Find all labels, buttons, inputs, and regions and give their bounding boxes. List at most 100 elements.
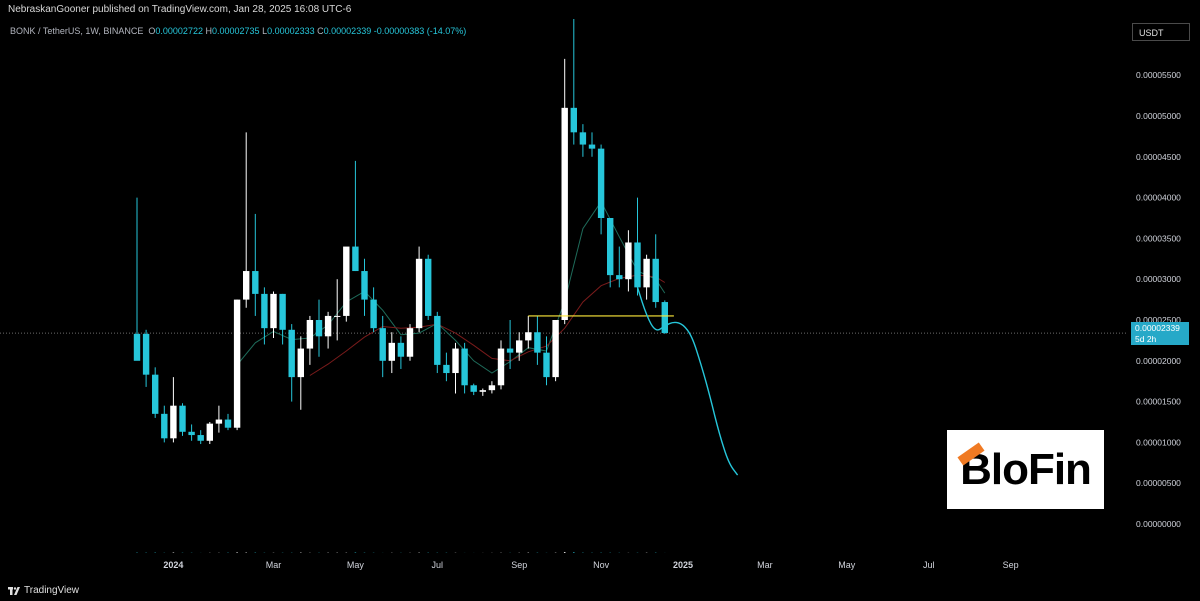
- candle-up: [233, 299, 241, 428]
- candle-down: [616, 275, 623, 280]
- candle-down: [279, 293, 286, 330]
- drawing-overlays: [528, 287, 739, 476]
- candle-up: [243, 271, 250, 300]
- candle-up: [497, 348, 505, 386]
- footer-brand[interactable]: TradingView: [24, 585, 80, 596]
- bar-countdown: 5d 2h: [1135, 334, 1157, 344]
- candle-up: [643, 258, 650, 288]
- candle-up: [306, 320, 314, 349]
- chart-area[interactable]: 0.00005500 0.00005000 0.00004500 0.00004000…: [0, 18, 1200, 581]
- candle-down: [361, 271, 368, 300]
- time-axis-label: Sep: [1003, 560, 1019, 570]
- candle-up: [324, 315, 332, 337]
- candle-down: [152, 374, 159, 414]
- candle-down: [543, 352, 550, 378]
- candle-down: [188, 431, 195, 436]
- candle-down: [133, 333, 141, 361]
- candle-up: [516, 340, 523, 353]
- candle-down: [506, 348, 514, 353]
- candle-up: [415, 258, 423, 329]
- candle-down: [570, 107, 577, 133]
- candle-down: [588, 144, 596, 149]
- open-value: 0.00002722: [155, 26, 203, 36]
- candle-up: [561, 107, 568, 320]
- price-axis-label: 0.00002000: [1136, 356, 1181, 366]
- candle-down: [142, 333, 150, 375]
- candle-down: [534, 332, 541, 353]
- candle-down: [224, 419, 232, 428]
- time-axis-label: Sep: [511, 560, 527, 570]
- volume-bar: [236, 552, 238, 553]
- candle-up: [388, 342, 395, 361]
- candle-down: [661, 302, 668, 334]
- price-axis-label: 0.00004000: [1136, 193, 1181, 203]
- low-label: L: [262, 26, 268, 36]
- candle-down: [197, 435, 204, 441]
- price-axis-label: 0.00001500: [1136, 397, 1181, 407]
- change-value: -0.00000383 (-14.07%): [373, 26, 467, 36]
- price-axis-label: 0.00005000: [1136, 111, 1181, 121]
- time-axis: 2024 Mar May Jul Sep Nov 2025 Mar May Jul Sep: [163, 560, 1018, 570]
- tradingview-logo-icon[interactable]: [8, 586, 20, 596]
- projection-curve: [636, 287, 739, 476]
- footer: TradingView: [0, 581, 1200, 601]
- time-axis-label: 2024: [163, 560, 183, 570]
- candle-up: [297, 348, 304, 378]
- candle-down: [579, 132, 587, 145]
- candle-down: [461, 348, 468, 386]
- candle-up: [270, 293, 277, 329]
- candle-up: [334, 315, 341, 317]
- candle-down: [597, 148, 605, 218]
- candle-up: [452, 348, 459, 374]
- time-axis-label: Mar: [266, 560, 282, 570]
- candle-down: [288, 329, 295, 378]
- candle-down: [179, 405, 186, 432]
- candle-down: [634, 242, 641, 288]
- ma-slow-line: [309, 274, 666, 376]
- open-label: O: [148, 26, 156, 36]
- candle-down: [315, 320, 323, 337]
- price-axis-label: 0.00000500: [1136, 478, 1181, 488]
- symbol-legend: BONK / TetherUS, 1W, BINANCE O0.00002722…: [10, 26, 466, 36]
- price-axis-label: 0.00003000: [1136, 274, 1181, 284]
- high-value: 0.00002735: [211, 26, 260, 36]
- price-axis: 0.00005500 0.00005000 0.00004500 0.00004000…: [1136, 70, 1181, 529]
- last-price-value: 0.00002339: [1135, 323, 1180, 333]
- price-axis-label: 0.00002500: [1136, 315, 1181, 325]
- candle-up: [215, 419, 223, 424]
- candle-down: [470, 385, 477, 392]
- candles: [133, 18, 668, 445]
- candle-down: [652, 258, 659, 303]
- candle-down: [379, 328, 386, 361]
- price-axis-label: 0.00000000: [1136, 519, 1181, 529]
- time-axis-label: May: [838, 560, 856, 570]
- blofin-logo: BloFin: [947, 430, 1104, 509]
- candle-down: [607, 218, 614, 276]
- price-axis-label: 0.00005500: [1136, 70, 1181, 80]
- time-axis-label: 2025: [673, 560, 693, 570]
- currency-button[interactable]: USDT: [1132, 23, 1190, 41]
- time-axis-label: Jul: [923, 560, 935, 570]
- price-axis-label: 0.00001000: [1136, 437, 1181, 447]
- time-axis-label: May: [347, 560, 365, 570]
- volume-bars: [136, 552, 666, 553]
- candle-up: [625, 242, 632, 280]
- close-value: 0.00002339: [323, 26, 372, 36]
- candle-down: [252, 271, 259, 294]
- price-axis-label: 0.00003500: [1136, 233, 1181, 243]
- time-axis-label: Jul: [432, 560, 444, 570]
- candle-down: [370, 299, 377, 329]
- candle-up: [525, 332, 532, 341]
- candle-up: [206, 423, 213, 441]
- candle-up: [343, 246, 350, 316]
- publisher-line: NebraskanGooner published on TradingView…: [8, 4, 352, 15]
- price-chart[interactable]: 0.00005500 0.00005000 0.00004500 0.00004000…: [0, 18, 1200, 581]
- volume-bar: [573, 552, 575, 553]
- candle-up: [406, 328, 414, 357]
- candle-down: [161, 413, 168, 439]
- candle-down: [397, 342, 405, 357]
- symbol-info: BONK / TetherUS, 1W, BINANCE: [10, 26, 144, 36]
- low-value: 0.00002333: [267, 26, 315, 36]
- high-label: H: [205, 26, 212, 36]
- candle-down: [352, 246, 359, 272]
